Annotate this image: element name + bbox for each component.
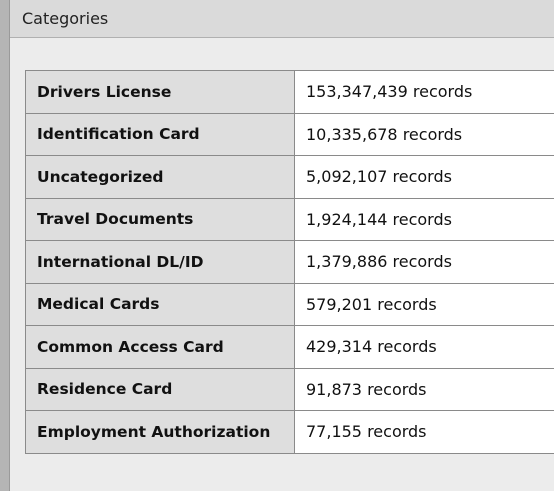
record-count: 1,379,886 records	[294, 240, 554, 284]
category-name: Travel Documents	[25, 197, 295, 241]
record-count: 77,155 records	[294, 410, 554, 454]
table-row: Travel Documents 1,924,144 records	[25, 197, 554, 241]
record-count: 153,347,439 records	[294, 70, 554, 114]
record-count: 10,335,678 records	[294, 112, 554, 156]
category-name: Residence Card	[25, 367, 295, 411]
category-name: Medical Cards	[25, 282, 295, 326]
table-row: Drivers License 153,347,439 records	[25, 70, 554, 114]
record-count: 579,201 records	[294, 282, 554, 326]
category-name: Employment Authorization	[25, 410, 295, 454]
category-name: Common Access Card	[25, 325, 295, 369]
table-row: Medical Cards 579,201 records	[25, 282, 554, 326]
record-count: 91,873 records	[294, 367, 554, 411]
table-row: Employment Authorization 77,155 records	[25, 410, 554, 454]
table-row: Identification Card 10,335,678 records	[25, 112, 554, 156]
panel-title: Categories	[22, 9, 109, 28]
record-count: 1,924,144 records	[294, 197, 554, 241]
window-edge	[0, 0, 10, 491]
category-name: International DL/ID	[25, 240, 295, 284]
table-row: Residence Card 91,873 records	[25, 367, 554, 411]
panel-header: Categories	[10, 0, 554, 38]
category-name: Drivers License	[25, 70, 295, 114]
table-row: Uncategorized 5,092,107 records	[25, 155, 554, 199]
table-row: Common Access Card 429,314 records	[25, 325, 554, 369]
categories-table: Drivers License 153,347,439 records Identi…	[25, 70, 554, 454]
category-name: Identification Card	[25, 112, 295, 156]
table-row: International DL/ID 1,379,886 records	[25, 240, 554, 284]
category-name: Uncategorized	[25, 155, 295, 199]
record-count: 5,092,107 records	[294, 155, 554, 199]
record-count: 429,314 records	[294, 325, 554, 369]
